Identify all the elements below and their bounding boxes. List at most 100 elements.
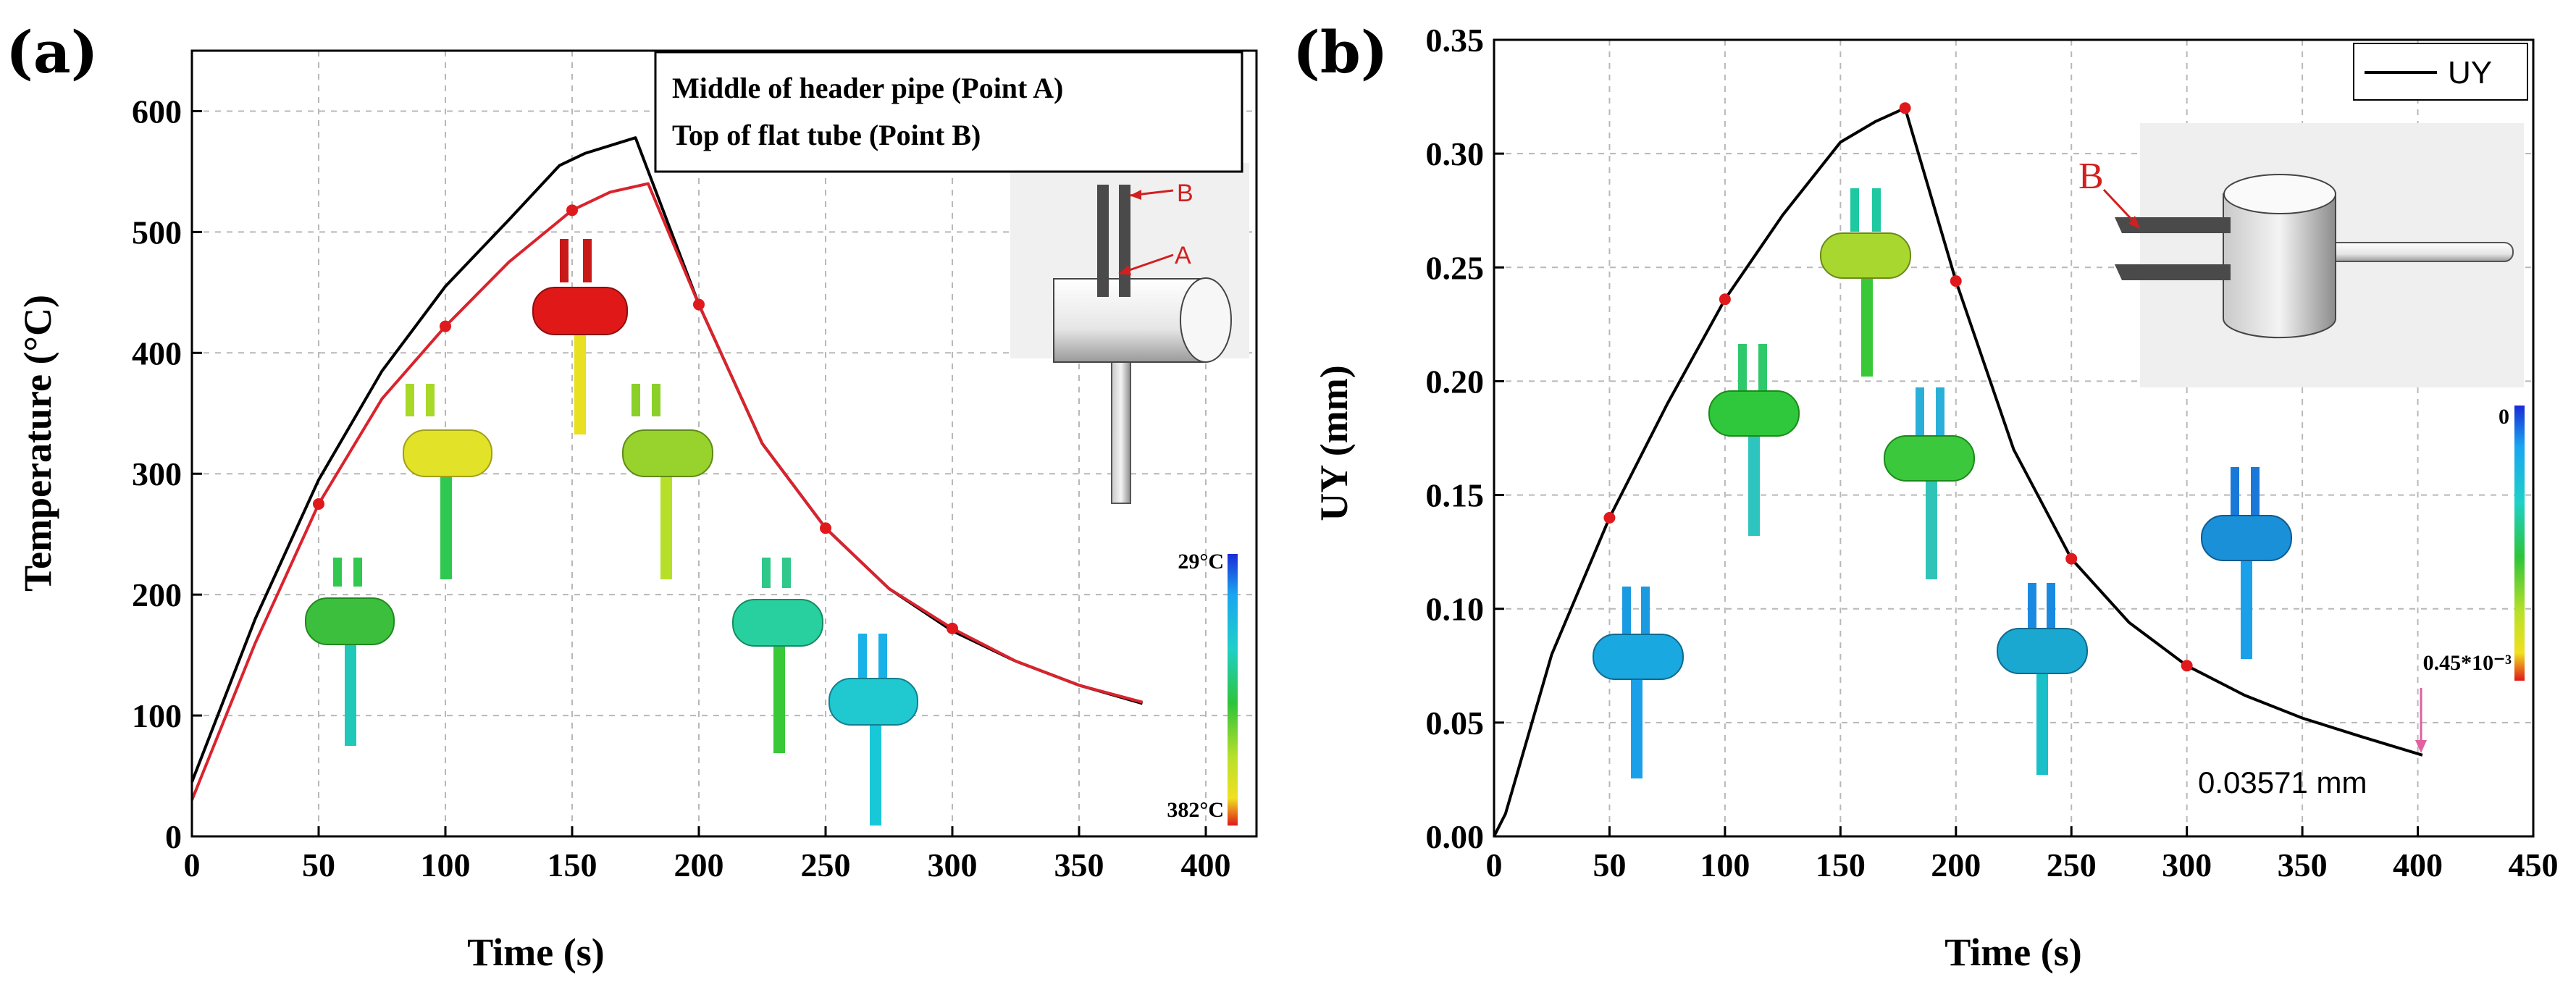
data-point-marker <box>566 204 578 217</box>
panel-b-annotation: 0.03571 mm <box>2198 765 2367 799</box>
inset-a-flat-tube-1 <box>1097 185 1109 297</box>
panel-a-frame <box>190 49 1258 838</box>
panel-a: (a) B A 29°C 382°C <box>6 18 1258 974</box>
panel-a-series <box>190 136 1144 801</box>
data-point-marker <box>1950 275 1962 287</box>
panel-b-annotation-arrowhead <box>2415 740 2427 753</box>
y-tick-label: 0 <box>165 818 182 855</box>
legend-a-entry-2: Top of flat tube (Point B) <box>672 119 981 151</box>
legend-b-entry-1: UY <box>2448 55 2492 91</box>
x-tick-label: 300 <box>928 847 978 883</box>
data-point-marker <box>820 522 831 534</box>
inset-a-flat-tube-2 <box>1119 185 1130 297</box>
y-tick-label: 0.00 <box>1426 818 1485 855</box>
legend-a-entry-1: Middle of header pipe (Point A) <box>672 72 1063 104</box>
data-point-marker <box>2181 660 2193 672</box>
panel-b-legend: UY <box>2353 43 2528 101</box>
y-tick-label: 300 <box>132 455 182 492</box>
inset-a-arrowhead-a <box>1119 265 1131 275</box>
y-tick-label: 0.25 <box>1426 249 1485 286</box>
x-tick-label: 50 <box>1593 847 1626 883</box>
inset-b-arrowhead <box>2128 216 2140 229</box>
inset-b-flat-tube-1 <box>2115 217 2231 233</box>
x-tick-label: 300 <box>2162 847 2212 883</box>
inset-a-label-a: A <box>1175 242 1191 269</box>
inset-a-label-b: B <box>1177 180 1193 207</box>
x-tick-label: 450 <box>2509 847 2559 883</box>
panel-a-model-4 <box>622 384 713 579</box>
panel-b-colorbar: 0 0.45*10⁻³ <box>2423 405 2525 681</box>
x-tick-label: 250 <box>2047 847 2097 883</box>
y-tick-label: 0.15 <box>1426 477 1485 514</box>
y-tick-label: 200 <box>132 576 182 613</box>
panel-a-inset-pipe: B A <box>1010 163 1249 504</box>
y-tick-label: 100 <box>132 697 182 734</box>
panel-a-markers <box>313 204 958 634</box>
data-point-marker <box>947 622 958 634</box>
panel-a-model-6 <box>828 634 918 826</box>
colorbar-a-top-label: 29°C <box>1178 550 1224 574</box>
x-tick-label: 150 <box>547 847 597 883</box>
inset-b-flat-tube-2 <box>2115 264 2231 280</box>
colorbar-a-bottom-label: 382°C <box>1167 798 1224 822</box>
panel-a-model-5 <box>732 558 823 753</box>
data-point-marker <box>440 320 451 332</box>
panel-a-model-3 <box>532 239 628 434</box>
colorbar-a-gradient <box>1228 554 1238 826</box>
y-tick-label: 600 <box>132 93 182 130</box>
y-tick-label: 0.10 <box>1426 591 1485 628</box>
inset-b-header-pipe <box>2223 193 2336 339</box>
panel-b-model-5 <box>1997 583 2088 775</box>
y-tick-label: 0.05 <box>1426 705 1485 742</box>
inset-a-arrowhead-b <box>1130 190 1141 200</box>
inset-b-pipe-top <box>2223 174 2336 214</box>
inset-b-label-b: B <box>2078 156 2104 197</box>
colorbar-b-gradient <box>2514 406 2525 681</box>
y-tick-label: 400 <box>132 335 182 371</box>
colorbar-b-top-label: 0 <box>2499 405 2509 429</box>
panel-a-legend: Middle of header pipe (Point A) Top of f… <box>654 51 1243 173</box>
data-point-marker <box>1719 293 1731 306</box>
inset-a-rod <box>1111 340 1131 504</box>
panel-a-x-axis-title: Time (s) <box>467 931 604 974</box>
y-tick-label: 0.20 <box>1426 363 1485 400</box>
series-line-red <box>190 182 1144 801</box>
panel-b-model-1 <box>1593 587 1684 778</box>
x-tick-label: 350 <box>1054 847 1104 883</box>
panel-b-model-4 <box>1884 387 1975 579</box>
x-tick-label: 250 <box>801 847 851 883</box>
colorbar-b-bottom-label: 0.45*10⁻³ <box>2423 651 2512 675</box>
inset-a-pipe-end <box>1180 277 1232 363</box>
x-tick-label: 100 <box>1700 847 1750 883</box>
panel-a-colorbar: 29°C 382°C <box>1167 550 1238 826</box>
x-tick-label: 200 <box>1931 847 1981 883</box>
x-tick-label: 100 <box>421 847 471 883</box>
y-tick-label: 500 <box>132 214 182 251</box>
panel-b-label: (b) <box>1293 18 1388 86</box>
x-tick-label: 150 <box>1816 847 1866 883</box>
data-point-marker <box>313 497 324 510</box>
panel-b-markers <box>1603 102 2193 672</box>
x-tick-label: 350 <box>2278 847 2328 883</box>
panel-b-frame <box>1493 38 2535 838</box>
panel-a-model-2 <box>403 384 492 579</box>
data-point-marker <box>1899 102 1911 114</box>
panel-a-label: (a) <box>6 18 98 86</box>
panel-b-model-3 <box>1820 188 1911 377</box>
inset-b-arrow <box>2102 188 2138 226</box>
panel-b-inset-pipe: B <box>2078 123 2524 387</box>
panel-a-legend-box <box>654 51 1243 173</box>
x-tick-label: 400 <box>1181 847 1231 883</box>
panel-b-y-axis-title: UY (mm) <box>1312 365 1356 521</box>
y-tick-label: 0.35 <box>1426 22 1485 59</box>
panel-a-y-axis-title: Temperature (°C) <box>16 295 59 592</box>
data-point-marker <box>693 298 705 311</box>
panel-b-ticks: 0 50 100 150 200 250 300 350 400 450 0.00 0.05 0.10 0… <box>1426 22 2559 883</box>
panel-b: (b) B 0 0.45*10⁻³ <box>1293 18 2559 974</box>
data-point-marker <box>2065 553 2078 565</box>
panel-b-model-2 <box>1708 344 1800 536</box>
panel-b-x-axis-title: Time (s) <box>1944 931 2081 974</box>
x-tick-label: 400 <box>2393 847 2443 883</box>
x-tick-label: 200 <box>674 847 724 883</box>
